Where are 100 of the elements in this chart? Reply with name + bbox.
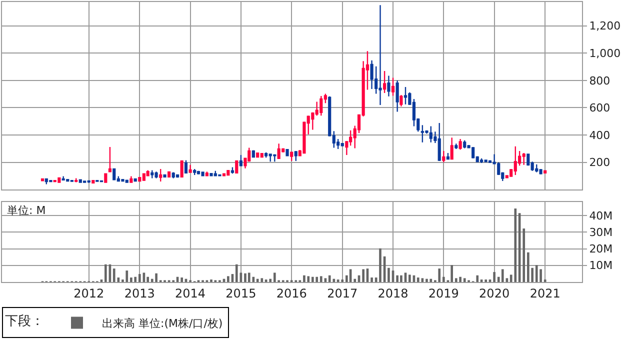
x-tick-label: 2020: [479, 286, 510, 300]
candlestick: [49, 180, 52, 183]
candlestick: [264, 152, 268, 158]
bar: [416, 278, 420, 282]
bar: [332, 278, 336, 282]
candlestick: [400, 94, 403, 107]
candlestick: [235, 160, 238, 174]
bar: [396, 275, 398, 282]
candlestick: [438, 122, 441, 162]
candlestick: [74, 178, 78, 183]
candlestick: [226, 170, 230, 176]
bar: [227, 276, 230, 282]
candlestick: [92, 180, 95, 184]
bar: [501, 269, 504, 282]
candlestick: [544, 170, 547, 174]
candlestick: [70, 180, 74, 182]
bar: [256, 278, 259, 282]
candlestick: [78, 179, 82, 184]
bar: [320, 276, 322, 282]
candlestick: [159, 168, 162, 182]
candlestick: [480, 158, 484, 164]
bar: [430, 278, 432, 282]
candlestick: [294, 150, 298, 162]
legend-title: 下段：: [5, 314, 44, 330]
candlestick: [450, 137, 454, 160]
bar: [527, 252, 530, 282]
bar: [388, 268, 390, 282]
bar: [438, 268, 441, 282]
candlestick: [277, 143, 280, 160]
bar: [522, 228, 526, 282]
candlestick: [58, 176, 61, 184]
candlestick: [391, 77, 395, 96]
candlestick: [172, 172, 175, 179]
bar: [354, 278, 356, 282]
candlestick: [370, 60, 374, 90]
candlestick: [176, 174, 180, 178]
candlestick: [484, 158, 488, 163]
x-tick-label: 2019: [428, 286, 459, 300]
bar: [126, 270, 128, 282]
bar: [535, 265, 538, 282]
candlestick: [121, 178, 124, 182]
candlestick: [383, 70, 386, 94]
y-tick-label: 10M: [589, 259, 613, 272]
candlestick: [210, 172, 213, 177]
candlestick: [522, 152, 526, 166]
y-tick-label: 1,200: [589, 20, 621, 33]
x-tick-label: 2021: [530, 286, 560, 300]
candlestick: [184, 160, 188, 174]
candlestick: [514, 146, 517, 176]
candlestick: [108, 146, 112, 172]
bar: [463, 278, 466, 282]
bar: [244, 273, 246, 282]
candlestick: [252, 150, 255, 158]
candlestick: [454, 143, 458, 150]
candlestick: [230, 166, 234, 174]
candlestick: [83, 180, 86, 184]
y-tick-label: 40M: [589, 209, 613, 222]
candlestick: [320, 95, 323, 116]
candlestick: [290, 151, 294, 162]
bar: [426, 278, 428, 282]
candlestick: [387, 75, 390, 98]
bar: [454, 278, 458, 282]
y-tick-label: 1,000: [589, 47, 621, 60]
bar: [235, 264, 238, 282]
x-tick-label: 2015: [226, 286, 256, 300]
candlestick: [378, 4, 382, 106]
candlestick: [442, 150, 446, 163]
candlestick: [256, 152, 260, 158]
y-tick-label: 600: [589, 102, 610, 115]
bar: [112, 268, 116, 282]
bar: [370, 278, 373, 282]
bar: [408, 274, 411, 282]
candlestick: [396, 80, 399, 112]
candlestick: [112, 168, 116, 181]
candlestick: [87, 180, 90, 184]
x-tick-label: 2017: [327, 286, 358, 300]
bar: [307, 276, 310, 282]
bar: [540, 269, 542, 282]
bar: [442, 276, 445, 282]
candlestick: [218, 174, 222, 177]
bar: [146, 276, 149, 282]
bar: [248, 272, 250, 282]
bar: [269, 278, 272, 282]
y-tick-label: 30M: [589, 226, 613, 239]
y-tick-label: 200: [589, 156, 610, 170]
y-tick-label: 20M: [589, 242, 613, 256]
candlestick: [340, 143, 344, 147]
x-tick-label: 2018: [378, 286, 408, 300]
candlestick: [268, 152, 272, 162]
bar: [328, 275, 331, 282]
bar: [130, 278, 132, 282]
candlestick: [125, 179, 128, 184]
bar: [514, 208, 517, 282]
bar: [303, 275, 306, 282]
candlestick: [193, 168, 196, 176]
candlestick: [138, 176, 142, 182]
x-tick-label: 2013: [124, 286, 155, 300]
x-tick-label: 2012: [74, 286, 104, 300]
candlestick: [104, 172, 108, 184]
bar: [400, 275, 402, 282]
